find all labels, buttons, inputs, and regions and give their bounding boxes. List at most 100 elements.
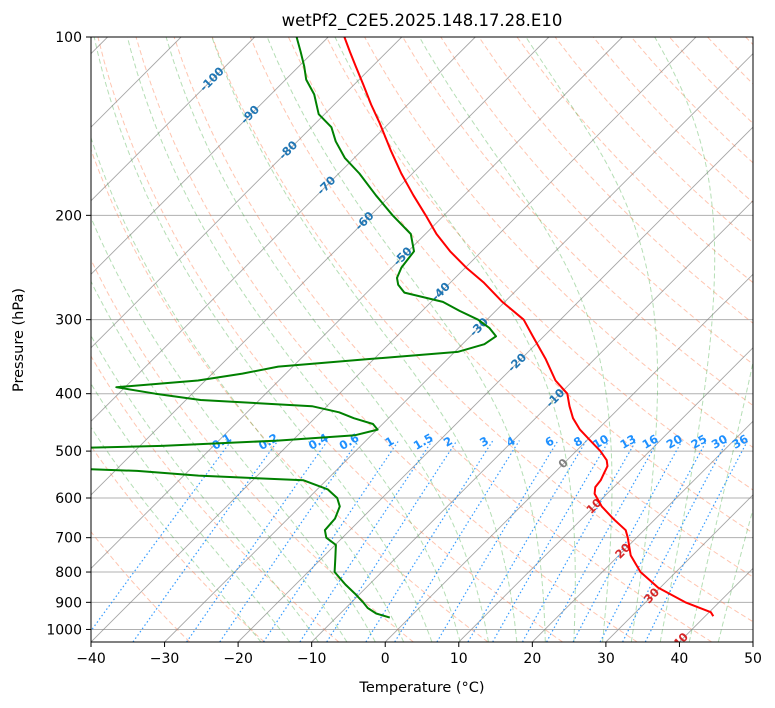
moist-adiabat — [266, 37, 546, 642]
moist-adiabat — [165, 37, 489, 642]
dry-adiabat — [211, 37, 753, 623]
dry-adiabat — [97, 37, 563, 642]
moist-adiabat — [688, 360, 753, 642]
dry-adiabat — [91, 445, 265, 642]
moist-adiabat — [93, 37, 433, 642]
moist-adiabat — [91, 280, 348, 642]
y-tick-label: 200 — [55, 208, 82, 224]
isotherm — [752, 641, 753, 642]
isotherm-label: -80 — [276, 138, 301, 163]
moist-adiabat — [91, 382, 291, 642]
temperature-line — [343, 37, 715, 617]
mixing-ratio-line — [91, 440, 232, 632]
isotherm — [91, 37, 550, 496]
dry-adiabats — [91, 37, 753, 642]
isotherm — [237, 126, 753, 642]
isotherm — [384, 273, 753, 642]
x-axis-label: Temperature (°C) — [358, 680, 484, 696]
mixing-ratio-label: 36 — [730, 432, 751, 452]
x-tick-label: −10 — [297, 651, 327, 667]
y-axis-label: Pressure (hPa) — [11, 288, 27, 392]
isotherm — [91, 37, 623, 570]
mixing-ratio-line — [365, 440, 494, 642]
isotherm-label: -20 — [505, 350, 530, 375]
mixing-ratio-line — [326, 440, 458, 642]
isotherm-label: -90 — [238, 102, 263, 127]
moist-adiabat — [91, 216, 376, 642]
mixing-ratio-label: 0.4 — [306, 430, 331, 452]
isotherms — [91, 37, 753, 642]
isotherm — [311, 200, 753, 642]
mixing-ratio-label: 13 — [618, 432, 639, 452]
dry-adiabat — [91, 258, 414, 642]
x-tick-label: 50 — [744, 651, 762, 667]
mixing-ratio-line — [467, 440, 587, 642]
dry-adiabat — [554, 37, 753, 244]
y-tick-label: 500 — [55, 444, 82, 460]
x-tick-label: 10 — [450, 651, 468, 667]
x-axis: −40 −30 −20 −10 0 10 20 30 40 50 — [76, 642, 762, 667]
x-tick-label: 30 — [597, 651, 615, 667]
y-tick-label: 600 — [55, 491, 82, 507]
mixing-ratio-line — [262, 440, 400, 642]
x-tick-label: 0 — [381, 651, 390, 667]
mixing-ratio-line — [572, 440, 683, 642]
y-axis: 100 200 300 400 500 600 700 800 900 1000 — [46, 30, 91, 638]
mixing-ratio-label: 1.5 — [411, 430, 436, 452]
isotherm — [91, 37, 476, 422]
moist-adiabat — [654, 37, 716, 642]
dry-adiabat — [249, 37, 753, 578]
x-tick-label: −20 — [223, 651, 253, 667]
mixing-ratio-line — [436, 440, 559, 642]
mixing-ratio-label: 16 — [640, 432, 661, 452]
mixing-ratio-lines — [91, 440, 749, 642]
mixing-ratio-line — [219, 440, 359, 642]
isotherm — [458, 347, 753, 642]
dry-adiabat — [91, 355, 340, 642]
y-tick-label: 900 — [55, 595, 82, 611]
moist-adiabat — [418, 37, 613, 642]
y-tick-label: 400 — [55, 387, 82, 403]
isotherm — [164, 52, 753, 642]
pressure-grid — [91, 37, 753, 630]
mixing-ratio-line — [299, 440, 433, 642]
dry-adiabat — [91, 531, 191, 642]
dry-adiabat — [745, 37, 753, 46]
moist-adiabat — [91, 334, 319, 642]
dry-adiabat — [516, 37, 753, 284]
dry-adiabat — [478, 37, 753, 324]
y-tick-label: 300 — [55, 313, 82, 329]
moist-adiabats — [91, 37, 753, 642]
isotherm — [605, 494, 753, 642]
mixing-ratio-line — [186, 440, 329, 642]
mixing-ratio-label: 6 — [543, 434, 557, 450]
isotherm — [91, 37, 403, 349]
dry-adiabat — [326, 37, 753, 491]
mixing-ratio-labels: 0.1 0.2 0.4 0.6 1 1.5 2 3 4 6 8 10 13 16 20 25 30 36 — [209, 430, 750, 452]
mixing-ratio-label: 0.1 — [209, 430, 234, 452]
mixing-ratio-label: 25 — [688, 432, 709, 452]
plot-frame — [90, 36, 754, 643]
isotherm — [91, 37, 697, 642]
mixing-ratio-line — [521, 440, 637, 642]
sounding-series — [91, 37, 715, 619]
mixing-ratio-label: 30 — [709, 432, 730, 452]
dry-adiabat — [91, 148, 489, 642]
mixing-ratio-label: 10 — [590, 432, 611, 452]
y-tick-label: 700 — [55, 531, 82, 547]
moist-adiabat — [717, 507, 753, 642]
moist-adiabat — [525, 37, 659, 642]
mixing-ratio-line — [644, 440, 749, 642]
isotherm-label: -60 — [352, 209, 377, 234]
isotherm-label: -100 — [197, 64, 227, 94]
dry-adiabat — [669, 37, 753, 125]
mixing-ratio-label: 3 — [477, 434, 491, 450]
moist-adiabat — [334, 37, 576, 642]
isotherm — [91, 37, 329, 275]
mixing-ratio-line — [546, 440, 659, 642]
x-tick-label: −30 — [150, 651, 180, 667]
y-tick-label: 800 — [55, 565, 82, 581]
mixing-ratio-line — [132, 440, 279, 642]
x-tick-label: −40 — [76, 651, 106, 667]
